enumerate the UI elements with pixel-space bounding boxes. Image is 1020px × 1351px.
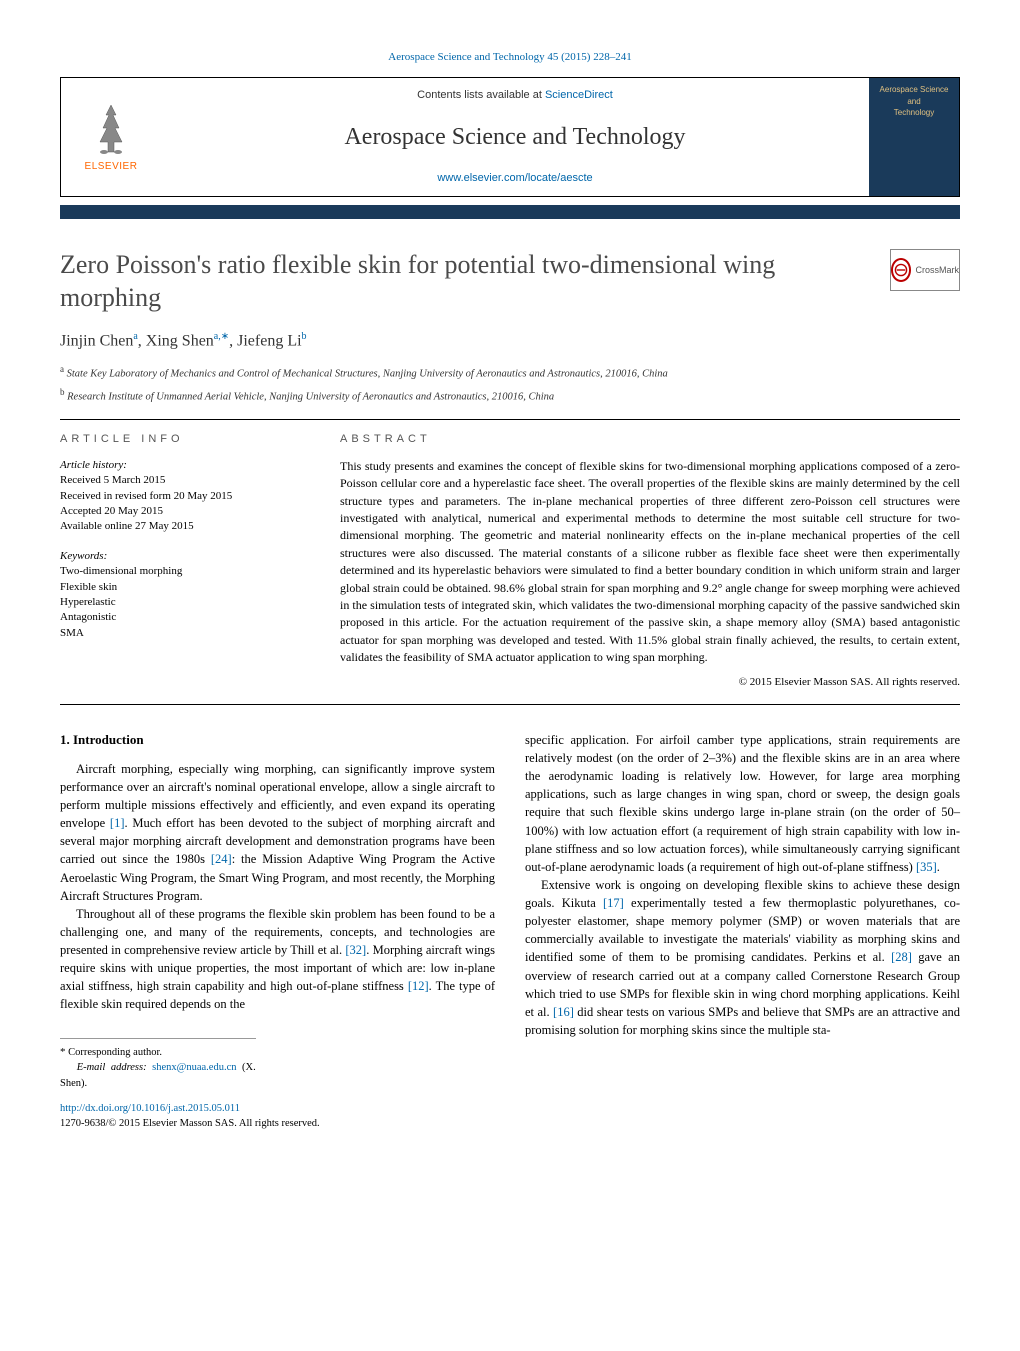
contents-available-line: Contents lists available at ScienceDirec… [417,88,613,103]
keyword: SMA [60,626,310,641]
masthead-center: Contents lists available at ScienceDirec… [161,78,869,196]
masthead-bottom-bar [60,205,960,219]
citation-link[interactable]: [32] [345,943,366,957]
doi-link[interactable]: http://dx.doi.org/10.1016/j.ast.2015.05.… [60,1103,240,1114]
elsevier-tree-icon [86,100,136,160]
footnotes-block: * Corresponding author. E-mail address: … [60,1038,256,1091]
body-column-left: 1. Introduction Aircraft morphing, espec… [60,731,495,1131]
citation-link[interactable]: [28] [891,950,912,964]
abstract-column: abstract This study presents and examine… [340,432,960,689]
citation-link[interactable]: [35] [916,860,937,874]
crossmark-badge[interactable]: CrossMark [890,249,960,291]
body-paragraph: Extensive work is ongoing on developing … [525,876,960,1039]
author-list: Jinjin Chena, Xing Shena,∗, Jiefeng Lib [60,330,960,353]
keyword: Antagonistic [60,610,310,625]
abstract-copyright: © 2015 Elsevier Masson SAS. All rights r… [340,675,960,690]
citation-link[interactable]: [1] [110,816,125,830]
body-two-column: 1. Introduction Aircraft morphing, espec… [60,731,960,1131]
journal-masthead: ELSEVIER Contents lists available at Sci… [60,77,960,197]
crossmark-label: CrossMark [915,264,959,277]
author-1[interactable]: Jinjin Chen [60,333,133,350]
body-paragraph: Aircraft morphing, especially wing morph… [60,760,495,905]
citation-link[interactable]: [12] [408,979,429,993]
journal-name: Aerospace Science and Technology [344,121,685,155]
email-link[interactable]: shenx@nuaa.edu.cn [152,1062,236,1073]
abstract-heading: abstract [340,432,960,447]
keyword: Flexible skin [60,580,310,595]
corresponding-author-note: * Corresponding author. [60,1045,256,1061]
journal-cover-thumb: Aerospace Science and Technology [869,78,959,196]
affiliation-b: b Research Institute of Unmanned Aerial … [60,386,960,405]
article-title: Zero Poisson's ratio flexible skin for p… [60,249,878,314]
doi-block: http://dx.doi.org/10.1016/j.ast.2015.05.… [60,1101,495,1131]
publisher-logo-block[interactable]: ELSEVIER [61,78,161,196]
body-paragraph: Throughout all of these programs the fle… [60,905,495,1014]
journal-homepage-link[interactable]: www.elsevier.com/locate/aescte [437,171,592,186]
divider [60,419,960,420]
citation-link[interactable]: [17] [603,896,624,910]
body-paragraph: specific application. For airfoil camber… [525,731,960,876]
author-3[interactable]: Jiefeng Li [237,333,301,350]
section-heading-intro: 1. Introduction [60,731,495,750]
divider [60,704,960,705]
issn-copyright: 1270-9638/© 2015 Elsevier Masson SAS. Al… [60,1116,495,1131]
article-history: Article history: Received 5 March 2015 R… [60,458,310,535]
keyword: Hyperelastic [60,595,310,610]
crossmark-icon [891,258,911,282]
affiliation-a: a State Key Laboratory of Mechanics and … [60,363,960,382]
abstract-text: This study presents and examines the con… [340,458,960,667]
author-2[interactable]: Xing Shen [146,333,214,350]
journal-ref-text[interactable]: Aerospace Science and Technology 45 (201… [388,51,631,63]
article-info-heading: article info [60,432,310,447]
journal-reference-line: Aerospace Science and Technology 45 (201… [60,50,960,65]
citation-link[interactable]: [24] [211,852,232,866]
article-info-column: article info Article history: Received 5… [60,432,310,689]
citation-link[interactable]: [16] [553,1005,574,1019]
email-line: E-mail address: shenx@nuaa.edu.cn (X. Sh… [60,1060,256,1090]
publisher-name: ELSEVIER [85,160,138,174]
keyword: Two-dimensional morphing [60,564,310,579]
sciencedirect-link[interactable]: ScienceDirect [545,89,613,101]
body-column-right: specific application. For airfoil camber… [525,731,960,1131]
keywords-block: Keywords: Two-dimensional morphing Flexi… [60,549,310,641]
